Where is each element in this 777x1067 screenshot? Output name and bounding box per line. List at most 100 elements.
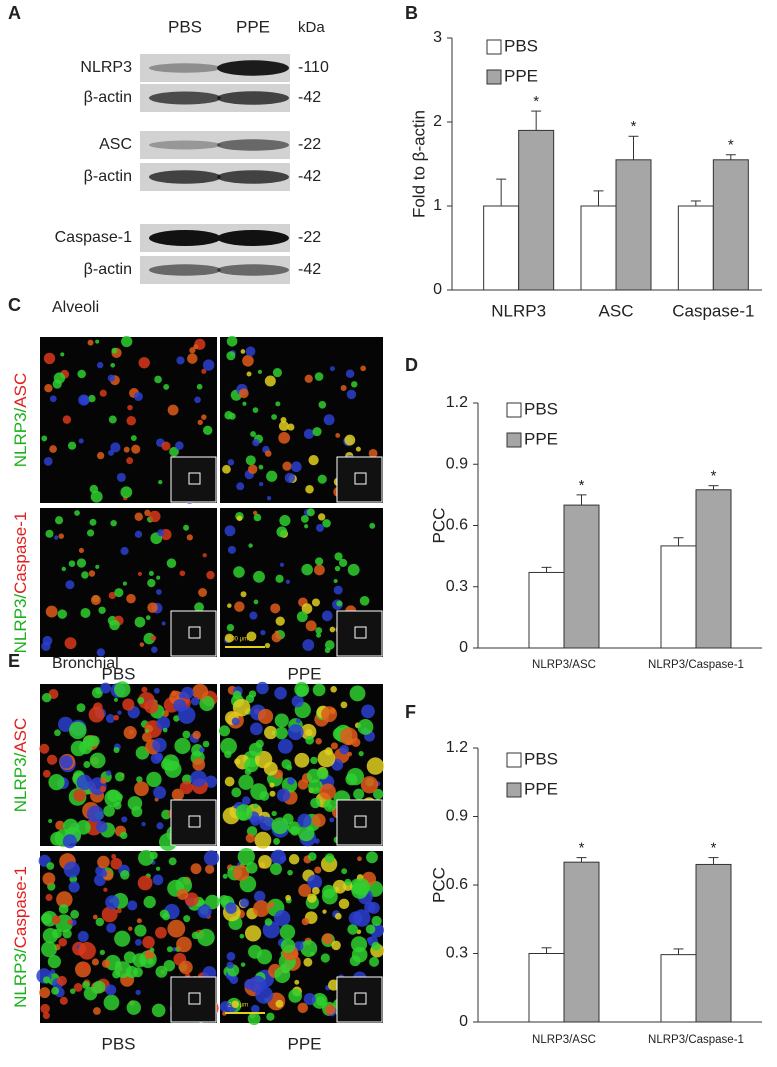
cell-spot — [252, 900, 270, 918]
cell-spot — [220, 737, 237, 755]
cell-spot — [353, 788, 365, 800]
cell-spot — [99, 785, 107, 793]
micrograph: 200 μm — [220, 508, 383, 657]
cell-spot — [100, 777, 107, 784]
cell-spot — [240, 591, 247, 598]
legend-swatch — [506, 432, 522, 448]
significance-marker: * — [711, 468, 717, 485]
bar — [615, 159, 652, 291]
cell-spot — [51, 915, 61, 924]
cell-spot — [141, 686, 148, 693]
cell-spot — [252, 407, 259, 413]
cell-spot — [134, 530, 143, 539]
cell-spot — [101, 906, 118, 923]
cell-spot — [355, 446, 361, 452]
cell-spot — [310, 756, 318, 765]
cell-spot — [226, 961, 234, 969]
blot-band — [217, 170, 289, 184]
error-bar — [593, 190, 604, 206]
cell-spot — [183, 524, 190, 531]
cell-spot — [248, 742, 263, 757]
significance-marker: * — [579, 477, 585, 494]
micrograph — [36, 849, 220, 1024]
cell-spot — [134, 512, 143, 521]
cell-spot — [125, 965, 138, 979]
cell-spot — [182, 730, 191, 739]
cell-spot — [163, 959, 176, 972]
cell-spot — [141, 821, 146, 827]
stain-label: NLRP3/Caspase-1 — [11, 866, 30, 1008]
cell-spot — [197, 904, 212, 919]
cell-spot — [372, 788, 384, 800]
cell-spot — [237, 847, 255, 866]
cell-spot — [161, 758, 173, 771]
kda-label: -42 — [298, 261, 321, 278]
cell-spot — [60, 352, 65, 357]
cell-spot — [133, 392, 143, 402]
cell-spot — [238, 774, 254, 790]
cell-spot — [166, 558, 177, 569]
cell-spot — [278, 432, 291, 444]
cell-spot — [120, 486, 133, 499]
cell-spot — [316, 767, 329, 780]
cell-spot — [176, 888, 189, 900]
y-tick-label: 1.2 — [446, 739, 468, 756]
cell-spot — [328, 979, 340, 991]
cell-spot — [312, 427, 322, 437]
error-bar — [690, 200, 701, 206]
cell-spot — [39, 987, 51, 999]
cell-spot — [366, 851, 378, 864]
cell-spot — [168, 857, 177, 866]
cell-spot — [218, 725, 231, 737]
cell-spot — [114, 588, 124, 598]
cell-spot — [202, 359, 215, 371]
cell-spot — [311, 598, 320, 607]
cell-spot — [295, 718, 301, 724]
legend-swatch — [506, 752, 522, 768]
cell-spot — [202, 425, 213, 436]
cell-spot — [224, 633, 234, 643]
cell-spot — [332, 879, 347, 894]
cell-spot — [145, 615, 151, 621]
cell-spot — [244, 925, 262, 942]
cell-spot — [53, 372, 66, 384]
cell-spot — [121, 816, 128, 823]
column-label: PPE — [287, 664, 321, 683]
bar — [677, 205, 714, 291]
cell-spot — [68, 721, 87, 740]
bar — [563, 861, 600, 1023]
cell-spot — [58, 533, 64, 539]
cell-spot — [139, 642, 145, 647]
cell-spot — [194, 602, 204, 613]
cell-spot — [232, 864, 250, 881]
error-bar — [576, 857, 587, 863]
inset — [170, 799, 217, 846]
cell-spot — [161, 441, 171, 451]
cell-spot — [263, 761, 278, 776]
cell-spot — [55, 820, 65, 831]
cell-spot — [358, 751, 364, 757]
cell-spot — [105, 770, 112, 776]
cell-spot — [303, 993, 316, 1006]
cell-spot — [350, 936, 368, 953]
y-tick-label: 0.3 — [446, 578, 468, 595]
cell-spot — [248, 543, 253, 548]
cell-spot — [116, 907, 122, 914]
cell-spot — [131, 444, 141, 454]
cell-spot — [138, 357, 150, 369]
cell-spot — [371, 915, 382, 927]
cell-spot — [334, 552, 343, 561]
cell-spot — [70, 909, 80, 919]
blot-band — [217, 264, 289, 276]
cell-spot — [305, 620, 317, 632]
cell-spot — [338, 558, 348, 568]
cell-spot — [312, 683, 326, 697]
cell-spot — [76, 774, 93, 791]
cell-spot — [204, 864, 215, 874]
y-tick-label: 0.6 — [446, 876, 468, 893]
legend-swatch — [486, 69, 502, 85]
kda-label: -42 — [298, 89, 321, 106]
cell-spot — [339, 727, 358, 746]
cell-spot — [88, 394, 96, 403]
cell-spot — [231, 787, 242, 798]
